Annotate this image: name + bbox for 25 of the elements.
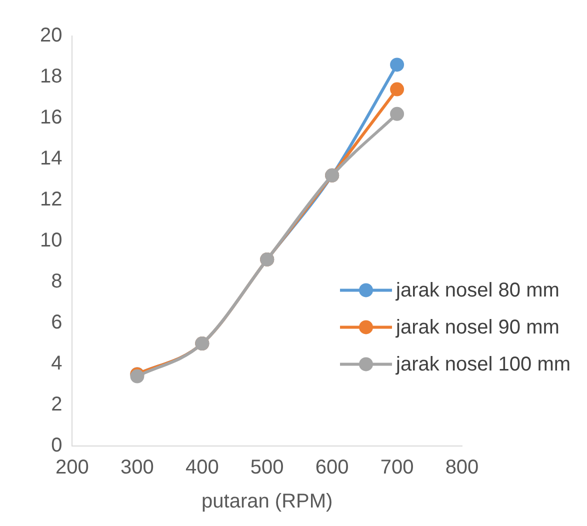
y-tick-label: 8 [51, 270, 62, 293]
x-tick-label: 200 [56, 456, 89, 479]
y-tick-label: 12 [40, 188, 62, 211]
x-tick-label: 300 [120, 456, 154, 479]
y-tick-label: 6 [51, 312, 62, 334]
y-tick-label: 14 [40, 148, 62, 170]
y-tick-label: 16 [40, 106, 62, 129]
point [390, 82, 404, 96]
x-tick-label: 400 [185, 456, 219, 479]
x-tick-label: 700 [380, 456, 414, 479]
legend-label: jarak nosel 80 mm [395, 280, 560, 302]
y-tick-label: 0 [51, 434, 62, 457]
y-tick-label: 18 [40, 66, 62, 88]
y-tick-label: 10 [40, 230, 62, 252]
legend-label: jarak nosel 100 mm [395, 354, 571, 376]
point [390, 58, 404, 72]
x-tick-label: 500 [250, 456, 284, 479]
y-tick-label: 20 [40, 24, 62, 47]
y-tick-label: 2 [51, 394, 62, 416]
x-tick-label: 800 [445, 456, 479, 479]
y-tick-label: 4 [51, 352, 62, 375]
x-tick-label: 600 [315, 456, 349, 479]
x-axis-title: putaran (RPM) [202, 490, 333, 513]
point [390, 106, 404, 121]
legend-label: jarak nosel 90 mm [395, 316, 560, 339]
